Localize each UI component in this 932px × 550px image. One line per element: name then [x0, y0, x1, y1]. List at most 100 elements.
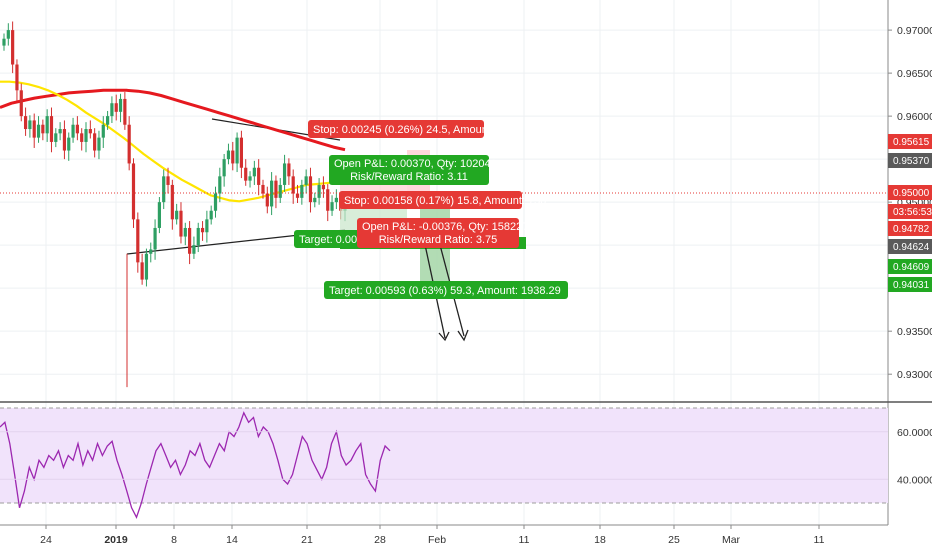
candle-body	[6, 30, 10, 39]
candle-body	[308, 176, 313, 203]
svg-text:0.95370: 0.95370	[893, 156, 930, 167]
price-tag-5: 0.94624	[888, 239, 932, 254]
candle-body	[84, 129, 88, 142]
target-label-1[interactable]: Target: 0.007	[294, 230, 364, 248]
candle-body	[58, 129, 62, 134]
candle-body	[45, 116, 49, 134]
candle-body	[114, 103, 118, 112]
candle-body	[200, 227, 205, 233]
stop-label-1[interactable]: Stop: 0.00245 (0.26%) 24.5, Amount: 750	[308, 120, 515, 138]
candle-body	[136, 219, 140, 263]
candle-body	[192, 245, 196, 254]
candle-body	[313, 197, 317, 203]
candle-body	[62, 129, 67, 151]
candle-body	[144, 253, 149, 280]
candle-body	[54, 133, 58, 142]
rsi-band	[0, 408, 888, 503]
candle-body	[80, 133, 84, 142]
svg-text:Risk/Reward Ratio: 3.75: Risk/Reward Ratio: 3.75	[379, 234, 498, 246]
svg-text:Open P&L: -0.00376, Qty: 15822: Open P&L: -0.00376, Qty: 158227	[362, 221, 528, 233]
candle-body	[11, 30, 15, 65]
candle-body	[205, 219, 209, 233]
time-axis[interactable]: 24 2019 8 14 21 28 Feb 11 18 25 Mar 11	[40, 525, 825, 546]
candle-body	[239, 137, 244, 168]
candle-body	[67, 137, 71, 151]
candle-body	[162, 176, 166, 203]
time-tick-label: 24	[40, 534, 52, 546]
candle-body	[175, 210, 179, 220]
candle-body	[123, 98, 127, 125]
candle-body	[222, 159, 226, 177]
candle-body	[265, 193, 269, 207]
candle-body	[244, 167, 248, 181]
candle-body	[28, 120, 32, 130]
candle-body	[157, 202, 161, 228]
countdown-tag: 03:56:53	[888, 204, 932, 219]
price-tick-label: 0.96000	[897, 111, 932, 123]
rsi-tick-label: 40.0000	[897, 474, 932, 486]
svg-text:Target: 0.007: Target: 0.007	[299, 234, 363, 246]
candle-body	[101, 124, 105, 138]
rsi-axis[interactable]: 60.0000 40.0000	[0, 427, 932, 487]
time-tick-label: 11	[519, 534, 530, 546]
candle-body	[149, 249, 153, 254]
rsi-tick-label: 60.0000	[897, 427, 932, 439]
time-tick-label: 8	[171, 534, 177, 546]
candle-body	[166, 176, 170, 185]
candle-body	[287, 163, 291, 177]
candle-body	[274, 180, 278, 198]
candle-body	[295, 193, 300, 198]
candle-body	[75, 124, 79, 134]
stop-label-2[interactable]: Stop: 0.00158 (0.17%) 15.8, Amount: 750	[339, 191, 546, 209]
price-tick-label: 0.93000	[897, 369, 932, 381]
candle-body	[131, 163, 136, 220]
candle-body	[71, 124, 75, 138]
candle-body	[15, 64, 19, 91]
price-tag-3: 0.95000	[888, 185, 932, 200]
candle-body	[188, 227, 192, 254]
candle-body	[252, 167, 256, 177]
candle-body	[257, 167, 261, 185]
candle-body	[49, 116, 54, 142]
candle-body	[41, 124, 45, 134]
candle-body	[304, 176, 308, 185]
open-pl-label-1[interactable]: Open P&L: 0.00370, Qty: 102040 Risk/Rewa…	[329, 155, 497, 185]
candles	[2, 21, 347, 388]
candle-body	[179, 210, 183, 237]
svg-text:Stop: 0.00158 (0.17%) 15.8, Am: Stop: 0.00158 (0.17%) 15.8, Amount: 750	[344, 195, 546, 207]
price-tag-7: 0.94031	[888, 277, 932, 292]
svg-text:0.95615: 0.95615	[893, 137, 930, 148]
rsi-pane	[0, 407, 888, 519]
candle-body	[93, 133, 97, 151]
candle-body	[248, 176, 252, 181]
candle-body	[32, 120, 36, 138]
open-pl-label-2[interactable]: Open P&L: -0.00376, Qty: 158227 Risk/Rew…	[357, 218, 528, 248]
price-axis-bg	[888, 0, 932, 550]
candle-body	[300, 184, 304, 198]
price-tick-label: 0.97000	[897, 25, 932, 37]
candle-body	[153, 227, 157, 250]
rsi-path	[0, 411, 391, 519]
candle-body	[97, 137, 101, 151]
svg-text:03:56:53: 03:56:53	[893, 207, 932, 218]
svg-text:0.94782: 0.94782	[893, 224, 930, 235]
price-tick-label: 0.96500	[897, 68, 932, 80]
svg-text:0.94609: 0.94609	[893, 262, 930, 273]
time-tick-label: 28	[374, 534, 386, 546]
price-tag-1: 0.95615	[888, 134, 932, 149]
candle-body	[231, 150, 235, 164]
candle-body	[88, 129, 92, 134]
candle-body	[209, 210, 213, 220]
candle-body	[196, 227, 200, 246]
candle-body	[2, 38, 6, 46]
candle-body	[127, 124, 131, 164]
svg-text:Target: 0.00593 (0.63%) 59.3,: Target: 0.00593 (0.63%) 59.3, Amount: 19…	[329, 285, 561, 297]
candle-body	[330, 202, 334, 211]
time-tick-label: 25	[668, 534, 680, 546]
candle-body	[291, 176, 295, 194]
rsi-line	[0, 411, 391, 519]
target-label-2[interactable]: Target: 0.00593 (0.63%) 59.3, Amount: 19…	[324, 281, 568, 299]
time-tick-label: 11	[814, 534, 825, 546]
time-tick-label: Mar	[722, 534, 741, 546]
